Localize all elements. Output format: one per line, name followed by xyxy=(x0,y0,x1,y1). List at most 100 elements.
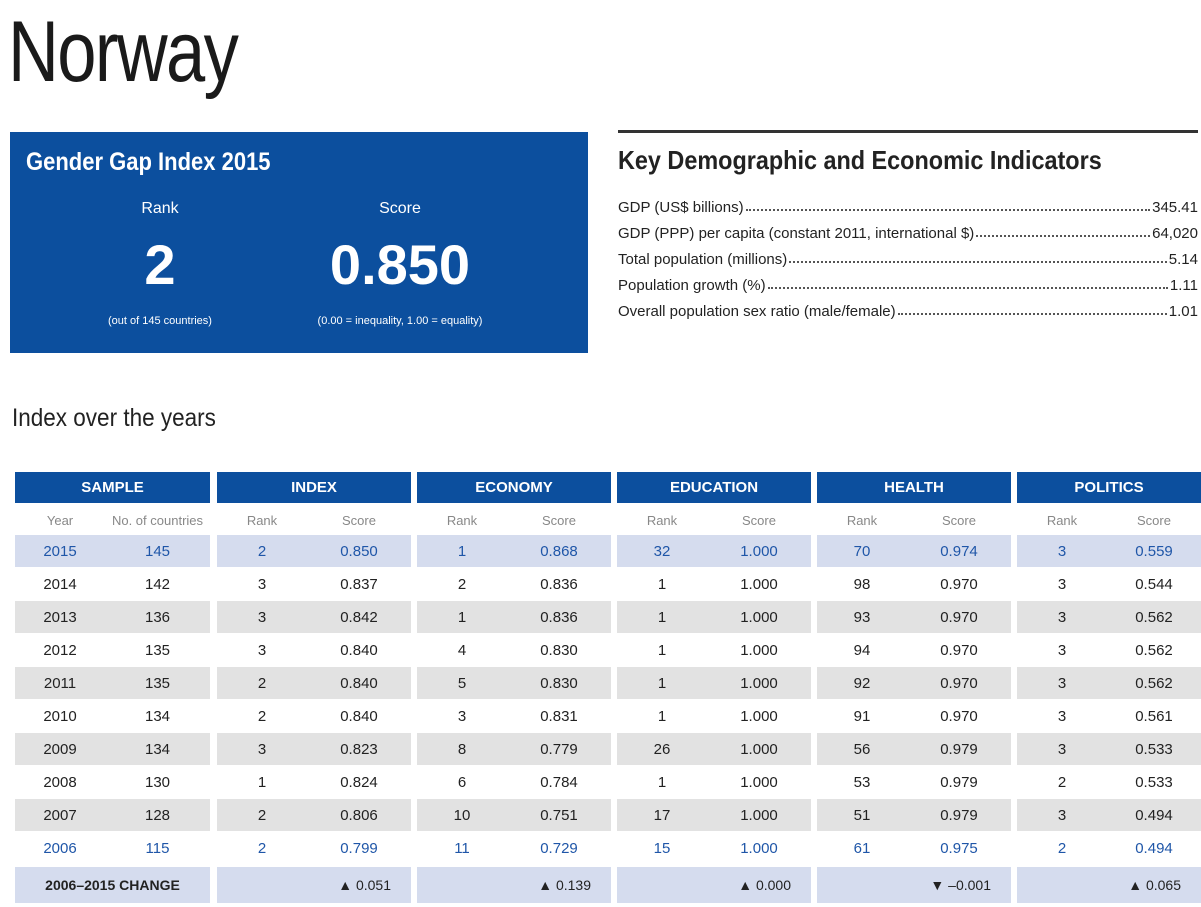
row-band xyxy=(15,568,210,600)
table-cell: 0.562 xyxy=(1135,608,1173,626)
row-band xyxy=(817,799,1011,831)
table-cell: 0.979 xyxy=(940,773,978,791)
table-cell: 1 xyxy=(457,542,467,560)
table-cell: 0.494 xyxy=(1135,806,1173,824)
table-cell: 53 xyxy=(853,773,871,791)
table-cell: 0.837 xyxy=(340,575,378,593)
row-band xyxy=(1017,700,1201,732)
table-cell: 135 xyxy=(144,674,171,692)
sub-header: No. of countries xyxy=(111,512,204,528)
table-cell: 2007 xyxy=(43,806,77,824)
table-cell: 0.784 xyxy=(540,773,578,791)
row-band xyxy=(817,568,1011,600)
row-band xyxy=(217,568,411,600)
row-band xyxy=(15,667,210,699)
row-band xyxy=(217,535,411,567)
table-cell: 3 xyxy=(1057,575,1067,593)
row-band xyxy=(817,634,1011,666)
row-band xyxy=(617,568,811,600)
group-header: EDUCATION xyxy=(617,472,811,503)
table-cell: 130 xyxy=(144,773,171,791)
row-band xyxy=(617,766,811,798)
indicator-row: GDP (PPP) per capita (constant 2011, int… xyxy=(618,216,1198,242)
indicator-value: 64,020 xyxy=(1152,225,1198,242)
table-cell: 1 xyxy=(657,608,667,626)
change-label: 2006–2015 CHANGE xyxy=(45,877,180,893)
table-cell: 0.806 xyxy=(340,806,378,824)
table-cell: 3 xyxy=(257,641,267,659)
table-cell: 0.974 xyxy=(940,542,978,560)
table-cell: 0.830 xyxy=(540,674,578,692)
row-band xyxy=(1017,535,1201,567)
table-cell: 2 xyxy=(1057,839,1067,857)
table-cell: 2008 xyxy=(43,773,77,791)
indicators: Key Demographic and Economic Indicators … xyxy=(618,130,1198,320)
table-cell: 3 xyxy=(257,575,267,593)
table-cell: 2009 xyxy=(43,740,77,758)
table-cell: 134 xyxy=(144,740,171,758)
row-band xyxy=(617,535,811,567)
ggi-title: Gender Gap Index 2015 xyxy=(26,148,271,176)
row-band xyxy=(417,799,611,831)
table-cell: 3 xyxy=(1057,608,1067,626)
table-cell: 0.751 xyxy=(540,806,578,824)
sub-header: Score xyxy=(942,512,976,528)
row-band xyxy=(217,601,411,633)
table-cell: 1.000 xyxy=(740,542,778,560)
table-cell: 2010 xyxy=(43,707,77,725)
row-band xyxy=(817,601,1011,633)
row-band xyxy=(1017,832,1201,864)
indicators-title: Key Demographic and Economic Indicators xyxy=(618,145,1102,175)
row-band xyxy=(417,667,611,699)
table-cell: 15 xyxy=(653,839,671,857)
row-band xyxy=(617,733,811,765)
change-value: ▲ 0.139 xyxy=(538,877,591,893)
group-header: POLITICS xyxy=(1017,472,1201,503)
table-cell: 0.970 xyxy=(940,707,978,725)
table-cell: 3 xyxy=(457,707,467,725)
table-cell: 0.836 xyxy=(540,575,578,593)
rank-note: (out of 145 countries) xyxy=(108,315,212,327)
row-band xyxy=(217,766,411,798)
table-cell: 1 xyxy=(657,575,667,593)
table-cell: 0.559 xyxy=(1135,542,1173,560)
change-band xyxy=(417,867,611,903)
table-cell: 0.544 xyxy=(1135,575,1173,593)
table-cell: 0.979 xyxy=(940,740,978,758)
row-band xyxy=(417,700,611,732)
indicator-label: Overall population sex ratio (male/femal… xyxy=(618,303,896,320)
table-cell: 145 xyxy=(144,542,171,560)
table-cell: 1.000 xyxy=(740,575,778,593)
table-cell: 0.831 xyxy=(540,707,578,725)
table-cell: 1.000 xyxy=(740,740,778,758)
table-cell: 0.830 xyxy=(540,641,578,659)
indicator-label: Population growth (%) xyxy=(618,277,766,294)
score-label: Score xyxy=(379,200,421,217)
row-band xyxy=(15,700,210,732)
row-band xyxy=(15,832,210,864)
table-cell: 56 xyxy=(853,740,871,758)
table-cell: 3 xyxy=(1057,641,1067,659)
table-cell: 2 xyxy=(257,542,267,560)
table-cell: 115 xyxy=(145,839,170,857)
indicator-value: 5.14 xyxy=(1168,251,1198,268)
row-band xyxy=(617,634,811,666)
table-cell: 0.970 xyxy=(940,575,978,593)
row-band xyxy=(15,634,210,666)
indicator-value: 1.01 xyxy=(1168,303,1198,320)
table-cell: 1.000 xyxy=(740,707,778,725)
table-cell: 0.850 xyxy=(340,542,378,560)
table-cell: 134 xyxy=(144,707,171,725)
change-value: ▼ –0.001 xyxy=(930,877,991,893)
table-cell: 2 xyxy=(1057,773,1067,791)
sub-header: Year xyxy=(46,512,74,528)
table-cell: 2014 xyxy=(43,575,77,593)
table-cell: 0.561 xyxy=(1135,707,1173,725)
indicator-label: Total population (millions) xyxy=(618,251,788,268)
table-cell: 136 xyxy=(144,608,171,626)
sub-header: Rank xyxy=(846,512,878,528)
row-band xyxy=(417,832,611,864)
change-value: ▲ 0.000 xyxy=(738,877,791,893)
indicator-row: Total population (millions) 5.14 xyxy=(618,242,1198,268)
